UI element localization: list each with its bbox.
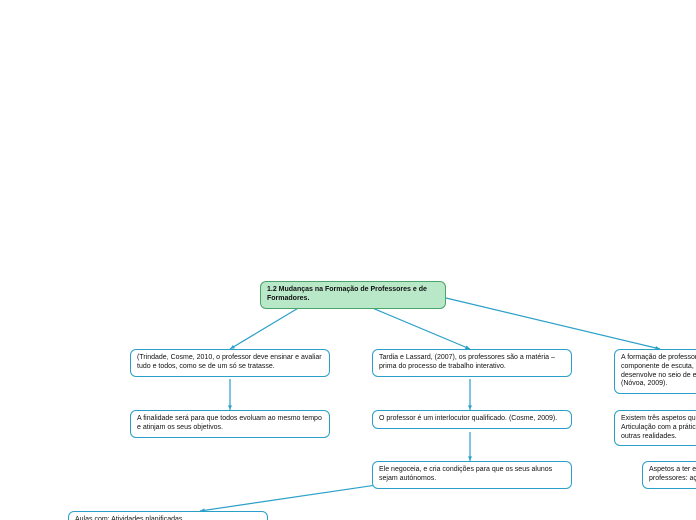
node-mid-2: O professor é um interlocutor qualificad… (372, 410, 572, 429)
node-right-1: A formação de professores deve assumir u… (614, 349, 696, 394)
node-right-3: Aspetos a ter em conta na formação de pr… (642, 461, 696, 489)
node-mid-1: Tardia e Lassard, (2007), os professores… (372, 349, 572, 377)
node-right-2: Existem três aspetos que a formação deve… (614, 410, 696, 446)
node-mid-3: Ele negoceia, e cria condições para que … (372, 461, 572, 489)
root-node: 1.2 Mudanças na Formação de Professores … (260, 281, 446, 309)
node-left-1: (Trindade, Cosme, 2010, o professor deve… (130, 349, 330, 377)
node-left-3: Aulas com: Atividades planificadas, (68, 511, 268, 520)
node-left-2: A finalidade será para que todos evoluam… (130, 410, 330, 438)
